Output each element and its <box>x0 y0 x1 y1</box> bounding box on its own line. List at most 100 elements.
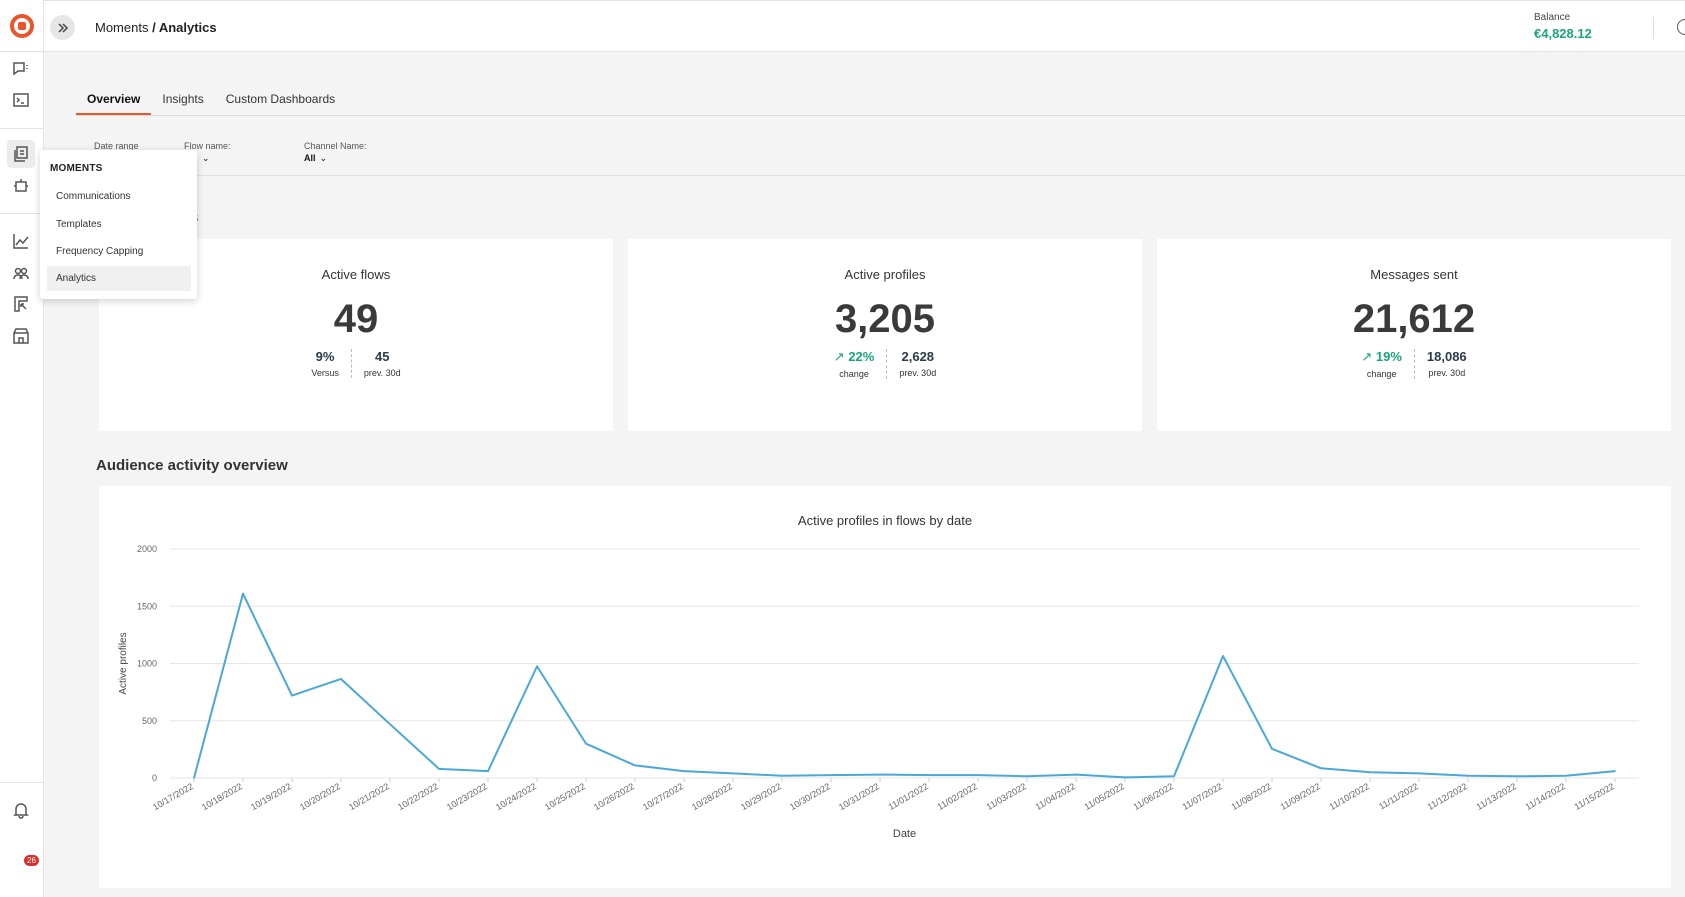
chat-icon[interactable] <box>10 58 32 80</box>
kpi-previous-label: prev. 30d <box>363 368 401 378</box>
data-point <box>1565 774 1567 777</box>
y-tick-label: 500 <box>142 716 157 726</box>
tab-custom-dashboards[interactable]: Custom Dashboards <box>225 92 336 106</box>
data-point <box>291 694 293 697</box>
data-point <box>732 772 734 775</box>
board-icon[interactable] <box>10 293 32 315</box>
data-point <box>1075 773 1077 776</box>
data-point <box>1467 774 1469 777</box>
x-tick-label: 10/25/2022 <box>543 781 587 812</box>
x-tick-label: 11/03/2022 <box>985 781 1028 812</box>
breadcrumb-separator: / <box>148 20 159 35</box>
kpi-value: 49 <box>333 297 379 341</box>
chevron-down-icon: ⌄ <box>319 153 328 163</box>
y-axis-label: Active profiles <box>118 632 129 694</box>
kpi-card-active-profiles: Active profiles 3,205 ↗ 22% change 2,628… <box>628 239 1142 431</box>
x-tick-label: 11/09/2022 <box>1279 781 1322 812</box>
kpi-card-active-flows: Active flows 49 9% Versus 45 prev. 30d <box>99 239 613 431</box>
x-tick-label: 10/23/2022 <box>445 781 489 812</box>
kpi-previous: 45 prev. 30d <box>352 349 413 378</box>
kpi-previous-value: 2,628 <box>901 349 935 364</box>
top-header: Moments / Analytics Balance €4,828.12 <box>44 0 1685 52</box>
rail-divider <box>0 782 44 783</box>
data-point <box>1222 655 1224 657</box>
tab-overview[interactable]: Overview <box>76 89 152 115</box>
menu-item-frequency-capping[interactable]: Frequency Capping <box>56 246 144 257</box>
balance-label: Balance <box>1534 12 1571 23</box>
analytics-icon[interactable] <box>10 230 32 252</box>
rail-divider <box>0 51 44 52</box>
people-icon[interactable] <box>10 262 32 284</box>
data-point <box>193 777 195 779</box>
filter-date-range[interactable]: Date range <box>94 141 139 153</box>
x-tick-label: 11/04/2022 <box>1034 781 1077 812</box>
y-tick-label: 2000 <box>137 544 157 554</box>
data-point <box>879 773 881 776</box>
menu-item-templates[interactable]: Templates <box>56 219 102 230</box>
balance-value: €4,828.12 <box>1534 26 1592 41</box>
filter-channel-name[interactable]: Channel Name: All ⌄ <box>304 141 367 164</box>
expand-sidebar-button[interactable] <box>50 15 75 40</box>
tab-insights[interactable]: Insights <box>162 92 204 106</box>
store-icon[interactable] <box>10 325 32 347</box>
tab-underline <box>76 115 1685 116</box>
kpi-previous-value: 45 <box>375 349 390 364</box>
terminal-icon[interactable] <box>10 89 32 111</box>
kpi-previous-label: prev. 30d <box>1428 368 1466 378</box>
data-point <box>242 592 244 595</box>
x-tick-label: 10/22/2022 <box>396 781 440 812</box>
line-chart: 0 500 1000 1500 2000 10/17/2022 10/18/2022 10/1… <box>118 544 1639 840</box>
x-tick-label: 10/30/2022 <box>788 781 832 812</box>
notification-badge: 26 <box>24 855 39 866</box>
x-tick-label: 10/26/2022 <box>592 781 636 812</box>
rail-divider <box>0 128 44 129</box>
main-content: Overview Insights Custom Dashboards Date… <box>44 53 1685 897</box>
x-tick-label: 10/28/2022 <box>690 781 734 812</box>
kpi-previous-label: prev. 30d <box>899 368 937 378</box>
data-point <box>1124 776 1126 779</box>
chart-title: Active profiles in flows by date <box>797 513 973 528</box>
kpi-change-label: Versus <box>311 368 339 378</box>
data-point <box>438 768 440 770</box>
y-tick-label: 0 <box>152 773 157 783</box>
y-tick-label: 1000 <box>137 659 157 669</box>
data-point <box>1614 770 1616 772</box>
kpi-change: ↗ 22% change <box>822 349 888 379</box>
x-tick-label: 10/18/2022 <box>200 781 244 812</box>
x-tick-label: 10/17/2022 <box>151 781 195 812</box>
bell-icon[interactable] <box>10 799 32 821</box>
data-point <box>830 774 832 776</box>
bot-icon[interactable] <box>10 175 32 197</box>
kpi-change: 9% Versus <box>299 349 352 378</box>
y-tick-label: 1500 <box>137 601 157 611</box>
data-point <box>928 774 930 776</box>
data-point <box>487 770 489 772</box>
data-point <box>340 678 342 680</box>
data-point <box>1173 775 1175 778</box>
chart-card: Active profiles in flows by date 0 500 100… <box>99 486 1671 888</box>
menu-item-communications[interactable]: Communications <box>56 191 131 202</box>
x-tick-label: 10/24/2022 <box>494 781 538 812</box>
data-point <box>781 774 783 777</box>
data-point <box>1271 748 1273 750</box>
filter-divider <box>76 175 1685 176</box>
x-tick-label: 11/07/2022 <box>1181 781 1224 812</box>
double-chevron-right-icon <box>57 22 68 33</box>
menu-item-analytics[interactable]: Analytics <box>47 266 191 291</box>
data-point <box>1516 775 1518 778</box>
help-icon[interactable] <box>1677 19 1685 35</box>
x-axis-label: Date <box>893 828 916 840</box>
kpi-previous: 2,628 prev. 30d <box>887 349 948 379</box>
data-point <box>634 764 636 767</box>
app-logo-icon[interactable] <box>9 13 35 39</box>
data-point <box>389 723 391 725</box>
moments-icon[interactable] <box>7 140 35 168</box>
x-tick-label: 10/20/2022 <box>298 781 342 812</box>
trend-up-icon: ↗ <box>833 349 849 364</box>
filter-flow-name[interactable]: Flow name: ⌄ <box>184 141 231 164</box>
kpi-change-value: ↗ 22% <box>833 349 875 364</box>
data-point <box>683 770 685 772</box>
breadcrumb-parent[interactable]: Moments <box>95 20 149 35</box>
x-tick-label: 10/19/2022 <box>249 781 293 812</box>
x-tick-label: 10/27/2022 <box>641 781 685 812</box>
